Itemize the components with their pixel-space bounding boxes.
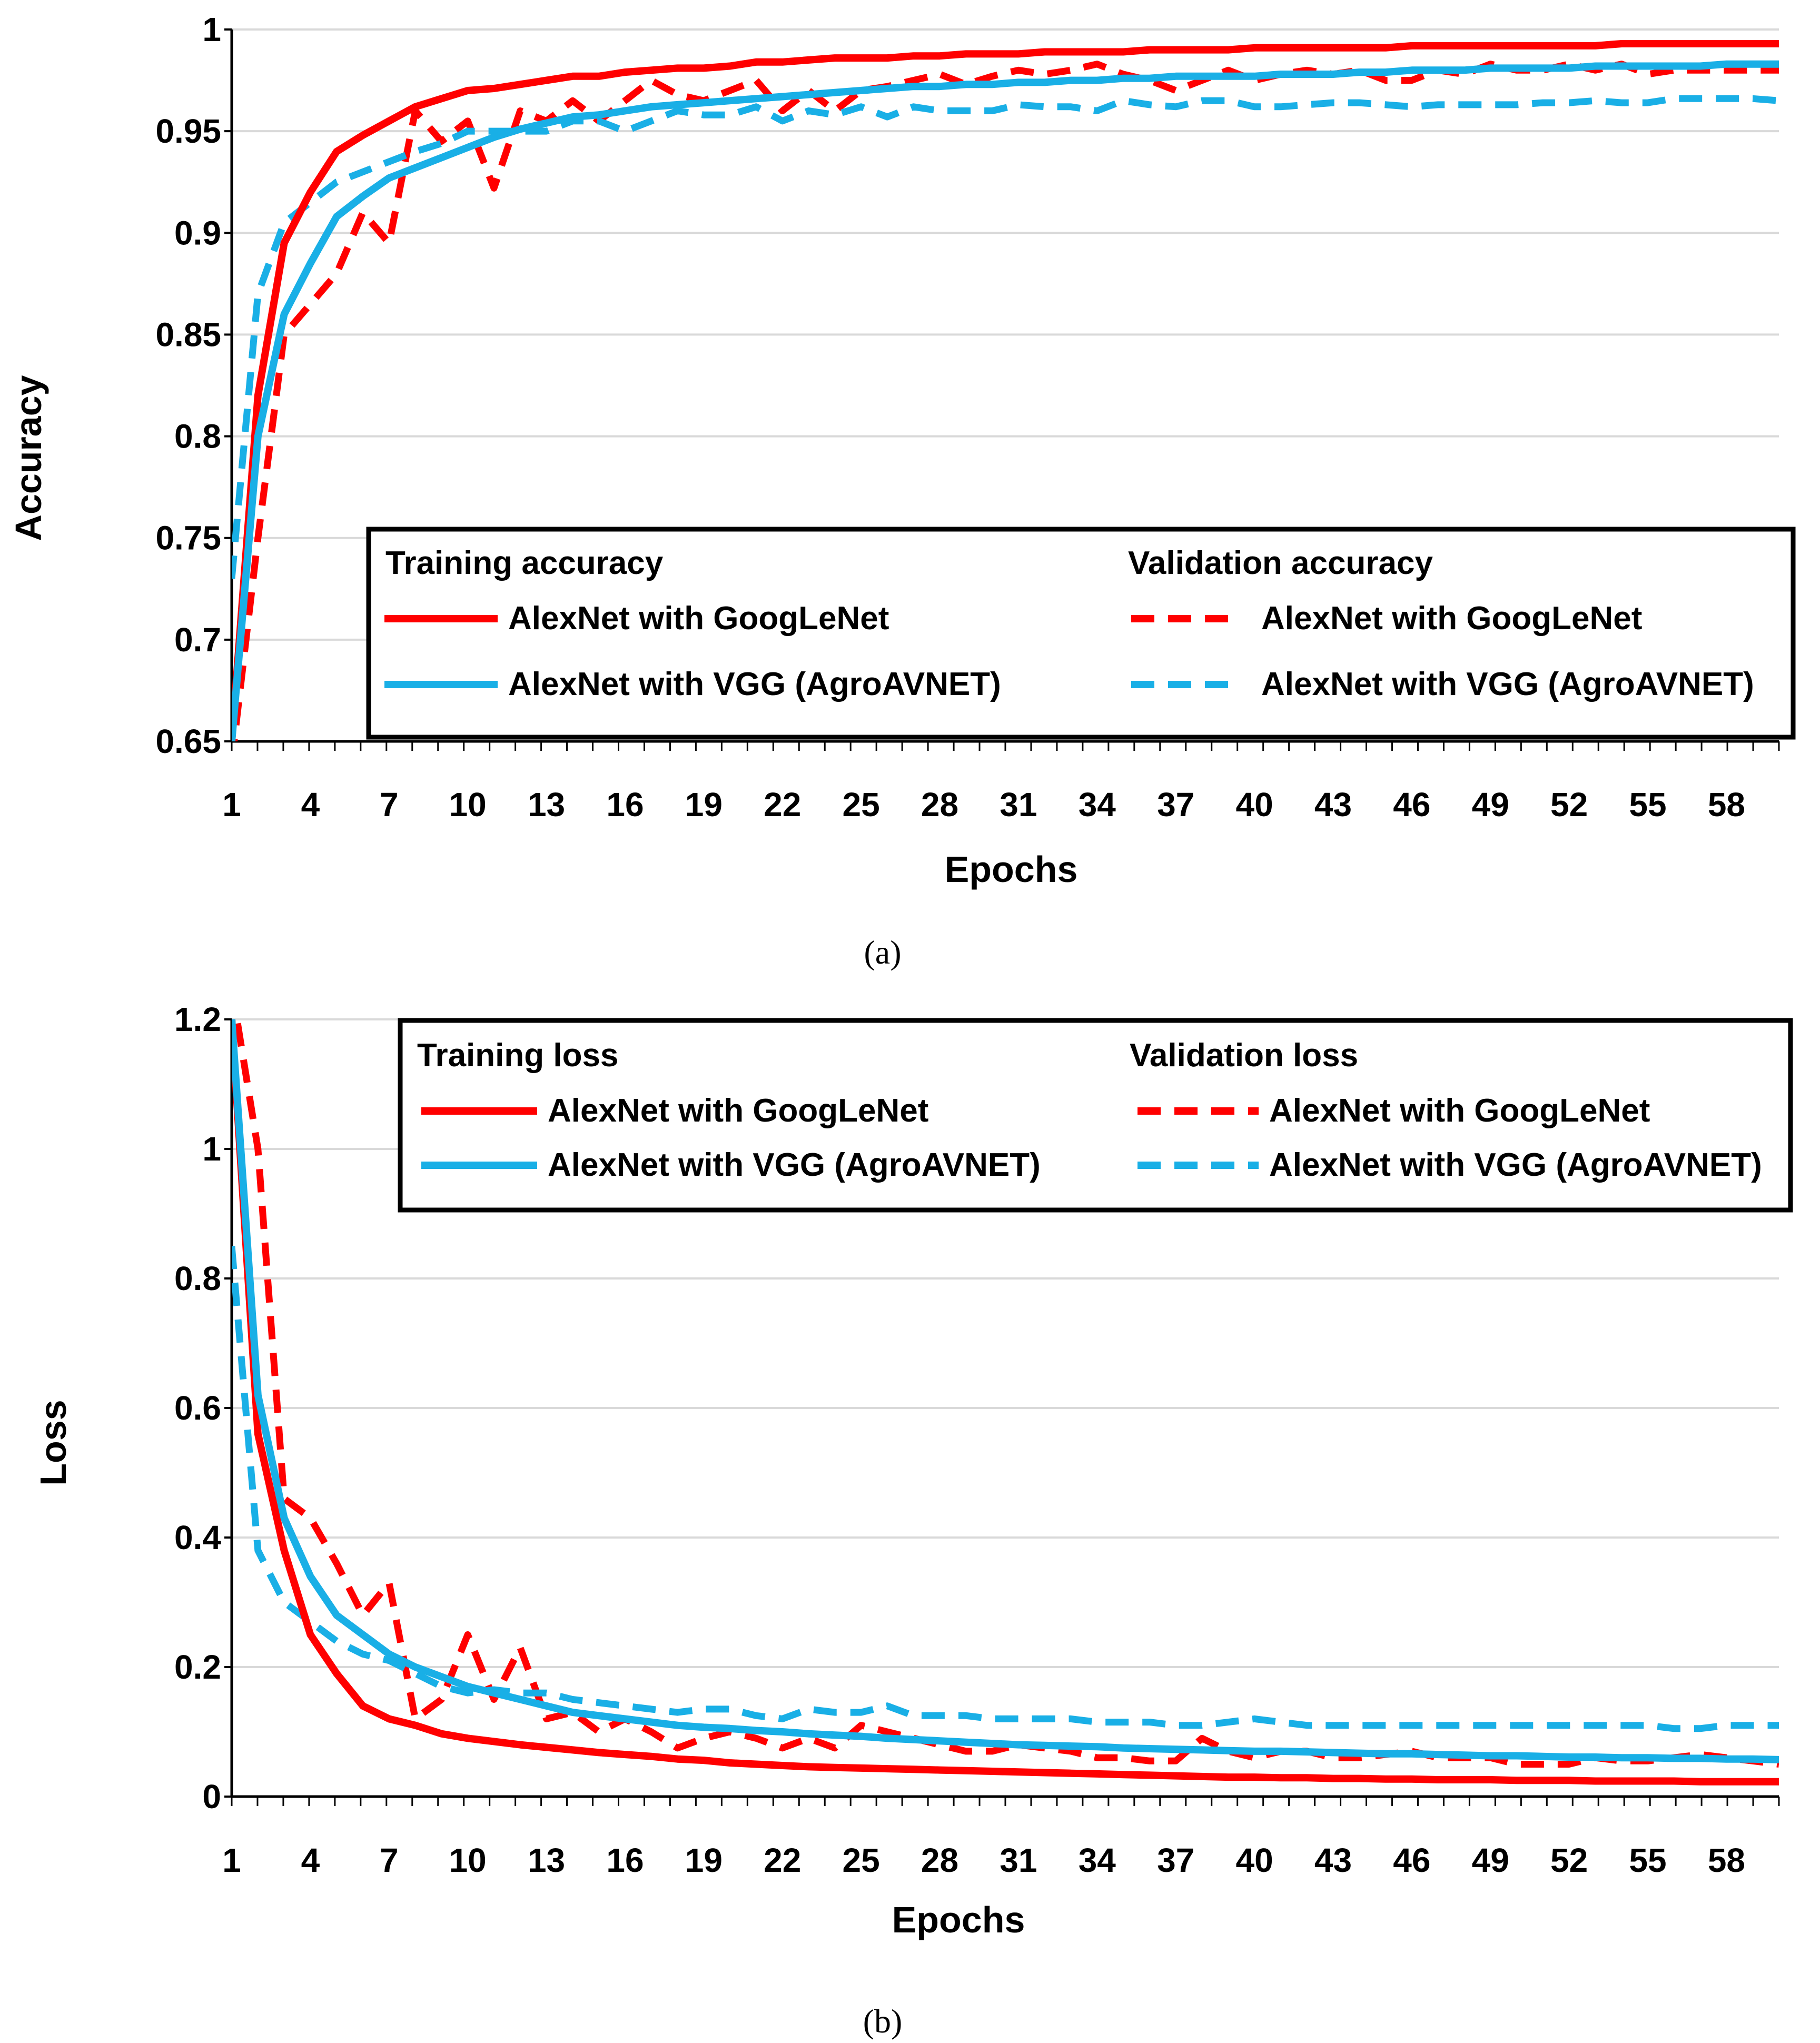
y-axis-title: Accuracy [8,375,49,541]
x-tick-label: 4 [301,1841,320,1879]
legend-box [366,527,1796,740]
legend-entry-label: AlexNet with VGG (AgroAVNET) [1261,666,1754,702]
x-tick-label: 40 [1235,1841,1273,1879]
legend-box [398,1018,1793,1213]
x-tick-label: 40 [1235,786,1273,824]
y-tick-label: 0.2 [174,1648,221,1686]
y-tick-label: 0.6 [174,1389,221,1427]
x-tick-label: 31 [1000,1841,1037,1879]
panel-caption: (b) [863,2002,903,2040]
y-tick-label: 0.9 [174,214,221,252]
legend-entry-label: AlexNet with GoogLeNet [1261,600,1642,637]
x-tick-label: 58 [1708,786,1745,824]
x-axis-title: Epochs [945,849,1078,890]
x-tick-label: 28 [921,786,958,824]
x-tick-label: 1 [222,786,241,824]
legend-validation-title: Validation accuracy [1128,545,1433,581]
x-tick-label: 46 [1393,786,1430,824]
x-tick-label: 31 [1000,786,1037,824]
y-tick-label: 0.75 [155,519,221,557]
x-tick-label: 58 [1708,1841,1745,1879]
x-tick-label: 34 [1079,786,1116,824]
legend-validation-title: Validation loss [1130,1037,1358,1074]
x-tick-label: 49 [1472,1841,1509,1879]
training-vgg-line [232,1019,1779,1763]
x-tick-label: 16 [606,786,644,824]
legend-entry-label: AlexNet with GoogLeNet [1269,1093,1650,1129]
x-tick-label: 13 [528,1841,565,1879]
legend-entry-label: AlexNet with VGG (AgroAVNET) [548,1147,1041,1183]
y-tick-label: 1 [202,11,221,48]
x-tick-label: 4 [301,786,320,824]
x-tick-label: 52 [1550,1841,1588,1879]
x-tick-label: 34 [1079,1841,1116,1879]
x-tick-label: 19 [685,1841,723,1879]
y-tick-label: 1.2 [174,1000,221,1038]
x-tick-label: 28 [921,1841,958,1879]
validation-vgg-line [232,95,1779,579]
x-tick-label: 55 [1629,786,1666,824]
x-tick-label: 43 [1314,1841,1352,1879]
x-tick-label: 25 [843,786,880,824]
x-tick-label: 46 [1393,1841,1430,1879]
x-tick-label: 7 [380,786,399,824]
x-tick-label: 7 [380,1841,399,1879]
y-tick-label: 0.7 [174,621,221,659]
y-tick-label: 0.95 [155,112,221,150]
x-tick-label: 16 [606,1841,644,1879]
x-tick-label: 10 [449,1841,487,1879]
x-tick-label: 25 [843,1841,880,1879]
y-tick-label: 0.8 [174,418,221,455]
y-tick-label: 0.85 [155,315,221,353]
x-tick-label: 22 [764,786,801,824]
training-vgg-line [232,60,1779,741]
x-tick-label: 43 [1314,786,1352,824]
y-axis-title: Loss [33,1400,74,1485]
legend-entry-label: AlexNet with GoogLeNet [548,1093,928,1129]
panel-caption: (a) [864,934,901,971]
x-axis-title: Epochs [892,1899,1025,1940]
y-tick-label: 0.8 [174,1259,221,1297]
x-tick-label: 52 [1550,786,1588,824]
training-googlenet-line [232,1019,1779,1786]
legend-entry-label: AlexNet with VGG (AgroAVNET) [508,666,1001,702]
x-tick-label: 37 [1157,786,1194,824]
legend-training-title: Training loss [417,1037,618,1074]
x-tick-label: 55 [1629,1841,1666,1879]
x-tick-label: 1 [222,1841,241,1879]
y-tick-label: 1 [202,1130,221,1168]
y-tick-label: 0.4 [174,1519,221,1556]
legend-entry-label: AlexNet with GoogLeNet [508,600,889,637]
x-tick-label: 10 [449,786,487,824]
training-googlenet-line [232,40,1779,741]
x-tick-label: 19 [685,786,723,824]
x-tick-label: 13 [528,786,565,824]
x-tick-label: 49 [1472,786,1509,824]
x-tick-label: 22 [764,1841,801,1879]
accuracy-chart: 0.65 0.7 0.75 0.8 0.85 0.9 0.95 1 1 4 7 10 13 16 19 22 2… [8,11,1796,971]
legend-entry-label: AlexNet with VGG (AgroAVNET) [1269,1147,1762,1183]
y-tick-label: 0.65 [155,722,221,760]
x-tick-label: 37 [1157,1841,1194,1879]
legend-training-title: Training accuracy [385,545,664,581]
y-tick-label: 0 [202,1778,221,1816]
loss-chart: 0 0.2 0.4 0.6 0.8 1 1.2 1 4 7 10 13 16 19 22 25 28 31 34 37… [33,1000,1793,2040]
